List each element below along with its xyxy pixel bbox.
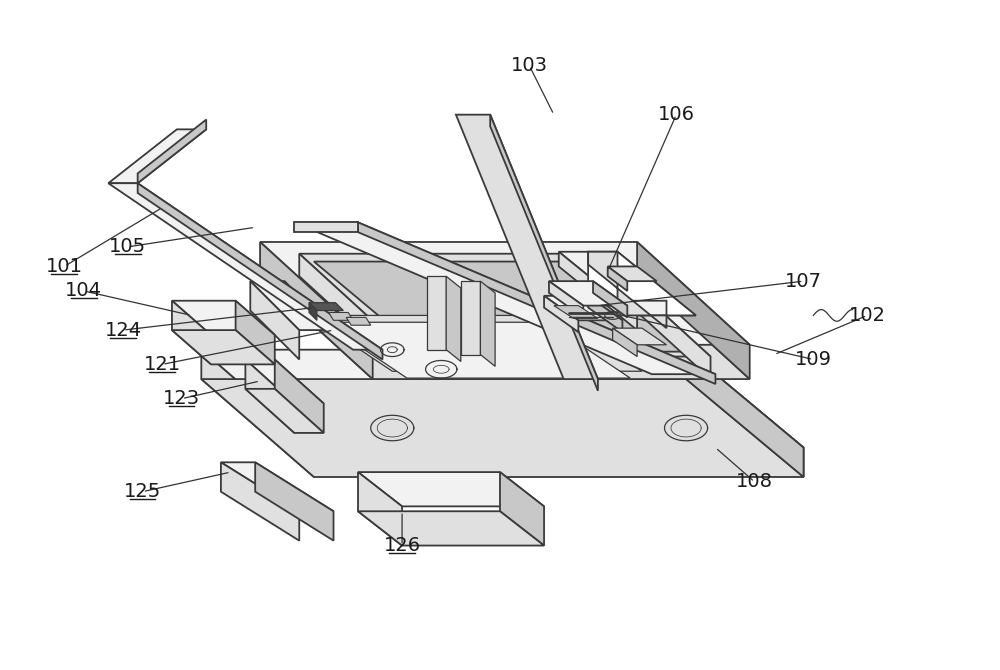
Polygon shape: [490, 115, 598, 391]
Text: 103: 103: [511, 56, 548, 75]
Polygon shape: [172, 301, 211, 364]
Polygon shape: [686, 350, 804, 477]
Text: 108: 108: [736, 472, 773, 491]
Polygon shape: [358, 472, 402, 545]
Text: 106: 106: [658, 105, 695, 124]
Text: 125: 125: [124, 482, 161, 501]
Polygon shape: [358, 472, 544, 507]
Polygon shape: [554, 306, 598, 318]
Polygon shape: [588, 252, 696, 316]
Polygon shape: [245, 360, 324, 403]
Polygon shape: [686, 350, 804, 477]
Polygon shape: [544, 296, 578, 332]
Polygon shape: [549, 281, 627, 306]
Polygon shape: [480, 281, 495, 366]
Polygon shape: [309, 303, 343, 310]
Polygon shape: [108, 129, 206, 183]
Polygon shape: [138, 183, 382, 360]
Text: 109: 109: [795, 350, 832, 369]
Polygon shape: [608, 267, 657, 281]
Polygon shape: [255, 462, 334, 541]
Polygon shape: [613, 328, 666, 345]
Text: 124: 124: [104, 321, 142, 340]
Polygon shape: [613, 328, 637, 356]
Polygon shape: [309, 316, 642, 371]
Polygon shape: [446, 276, 461, 361]
Polygon shape: [559, 252, 696, 316]
Text: 104: 104: [65, 281, 102, 300]
Polygon shape: [299, 254, 711, 356]
Polygon shape: [427, 276, 446, 350]
Polygon shape: [588, 296, 622, 332]
Text: 121: 121: [144, 355, 181, 374]
Polygon shape: [588, 252, 666, 328]
Polygon shape: [245, 389, 324, 433]
Polygon shape: [329, 312, 353, 320]
Text: 102: 102: [849, 306, 886, 325]
Polygon shape: [275, 360, 324, 433]
Polygon shape: [461, 281, 480, 354]
Polygon shape: [637, 242, 750, 379]
Polygon shape: [201, 379, 804, 477]
Polygon shape: [221, 462, 334, 511]
Polygon shape: [294, 222, 715, 374]
Polygon shape: [358, 222, 715, 384]
Polygon shape: [324, 322, 630, 378]
Polygon shape: [236, 301, 275, 364]
Polygon shape: [245, 360, 294, 433]
Text: 107: 107: [785, 271, 822, 291]
Polygon shape: [201, 350, 314, 477]
Text: 123: 123: [163, 389, 200, 408]
Polygon shape: [250, 281, 299, 360]
Text: 126: 126: [384, 536, 421, 555]
Polygon shape: [358, 511, 544, 545]
Polygon shape: [549, 281, 583, 318]
Text: 105: 105: [109, 237, 146, 257]
Polygon shape: [108, 183, 382, 350]
Polygon shape: [260, 276, 750, 379]
Polygon shape: [593, 281, 627, 318]
Polygon shape: [138, 119, 206, 183]
Polygon shape: [294, 222, 358, 232]
Text: 101: 101: [46, 257, 83, 276]
Polygon shape: [559, 252, 637, 330]
Polygon shape: [260, 242, 750, 345]
Polygon shape: [172, 330, 275, 364]
Polygon shape: [299, 254, 412, 379]
Polygon shape: [201, 350, 804, 448]
Polygon shape: [544, 296, 622, 320]
Polygon shape: [309, 303, 317, 320]
Polygon shape: [500, 472, 544, 545]
Polygon shape: [346, 318, 371, 325]
Polygon shape: [456, 115, 598, 379]
Polygon shape: [608, 267, 627, 291]
Polygon shape: [314, 261, 696, 352]
Polygon shape: [250, 281, 334, 330]
Polygon shape: [260, 242, 373, 379]
Polygon shape: [221, 462, 299, 541]
Polygon shape: [598, 254, 711, 379]
Polygon shape: [172, 301, 275, 335]
